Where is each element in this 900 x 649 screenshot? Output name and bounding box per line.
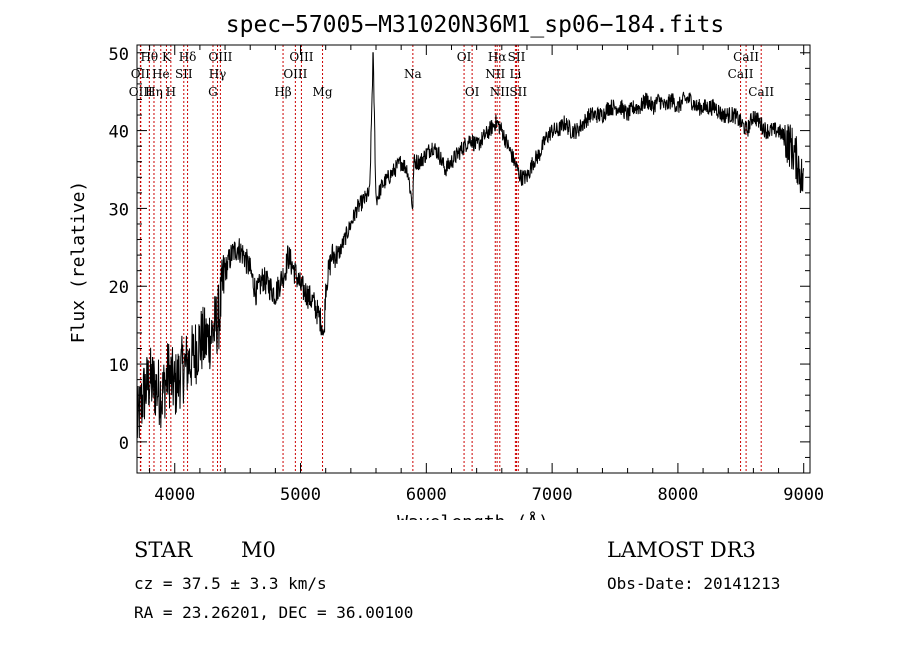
spectral-line-label: SII	[175, 67, 193, 81]
spectral-line-label: Hδ	[179, 50, 197, 64]
spectral-line-label: Hβ	[274, 85, 291, 99]
x-tick-label: 8000	[657, 485, 698, 505]
spectral-line-label: SII	[508, 50, 526, 64]
x-tick-label: 7000	[532, 485, 573, 505]
redshift-cz: cz = 37.5 ± 3.3 km/s	[134, 574, 327, 593]
spectral-line-label: Hγ	[209, 67, 227, 81]
spectral-line-label: CaII	[733, 50, 759, 64]
object-subclass: M0	[241, 538, 276, 562]
spectral-line-label: Li	[509, 67, 521, 81]
spectrum-line	[136, 52, 804, 439]
spectral-line-label: Hη	[145, 85, 163, 99]
spectral-line-label: OI	[457, 50, 472, 64]
x-tick-label: 6000	[406, 485, 447, 505]
y-tick-label: 40	[109, 123, 129, 143]
spectral-line-label: NII	[490, 85, 510, 99]
x-tick-label: 5000	[280, 485, 321, 505]
spectral-line-label: G	[208, 85, 218, 99]
spectrum-series	[136, 52, 804, 439]
spectral-line-label: OI	[465, 85, 480, 99]
spectral-line-label: CaII	[728, 67, 754, 81]
x-axis-label: Wavelength (Å)	[397, 511, 549, 520]
spectral-line-label: H	[166, 85, 176, 99]
spectral-line-label: Hα	[488, 50, 507, 64]
survey-name: LAMOST DR3	[607, 538, 756, 562]
spectral-line-label: SII	[509, 85, 527, 99]
coordinates: RA = 23.26201, DEC = 36.00100	[134, 603, 414, 622]
spectral-line-label: OIII	[289, 50, 313, 64]
y-tick-label: 20	[109, 278, 129, 298]
plot-frame	[136, 44, 811, 474]
y-tick-label: 50	[109, 45, 129, 65]
spectral-line-label: He	[152, 67, 170, 81]
x-tick-label: 9000	[783, 485, 824, 505]
spectral-line-label: OIII	[129, 85, 153, 99]
spectral-line-label: Mg	[313, 85, 333, 99]
spectral-line-label: CaII	[748, 85, 774, 99]
spectral-line-label: Hθ	[140, 50, 158, 64]
spectral-line-label: OIII	[208, 50, 232, 64]
spectral-line-label: OIII	[283, 67, 307, 81]
y-axis-label: Flux (relative)	[68, 181, 89, 344]
y-tick-label: 10	[109, 356, 129, 376]
observation-date: Obs-Date: 20141213	[607, 574, 781, 593]
y-tick-label: 0	[119, 434, 129, 454]
y-tick-label: 30	[109, 200, 129, 220]
x-tick-label: 4000	[154, 485, 195, 505]
chart-title: spec−57005−M31020N36M1_sp06−184.fits	[226, 12, 725, 38]
object-class: STAR	[134, 538, 193, 562]
spectrum-chart: spec−57005−M31020N36M1_sp06−184.fits 400…	[68, 12, 825, 520]
spectral-line-label: Na	[404, 67, 422, 81]
spectral-line-label: NII	[485, 67, 505, 81]
spectral-line-label: OII	[131, 67, 151, 81]
spectral-line-label: K	[162, 50, 172, 64]
axes: 4000 5000 6000 7000 8000 9000 0 10 20 30 40 50	[109, 45, 825, 505]
